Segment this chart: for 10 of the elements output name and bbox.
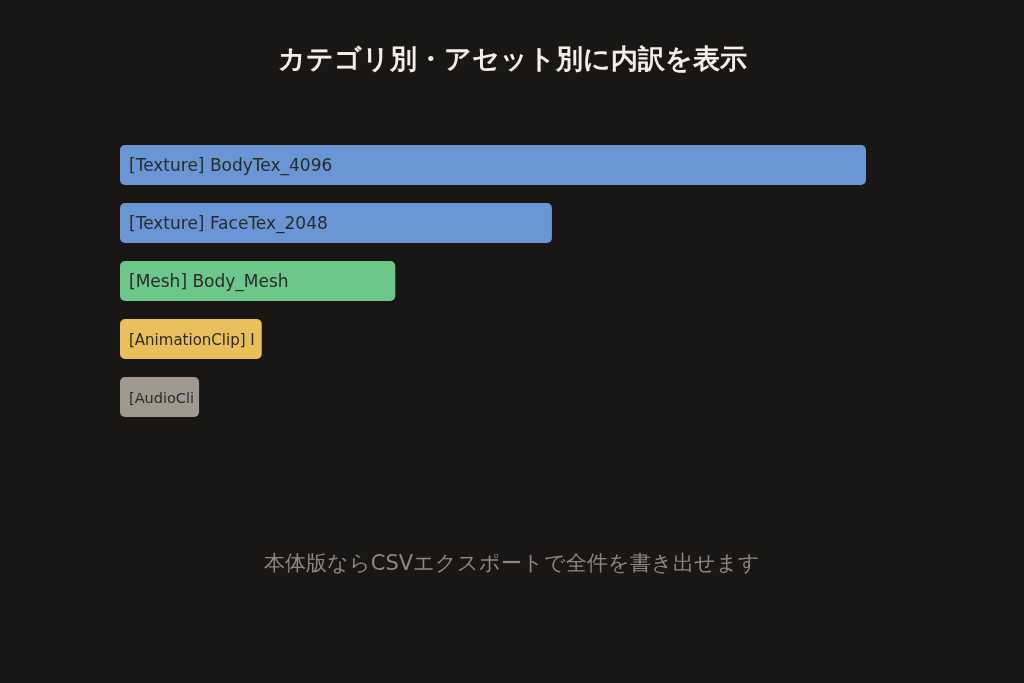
y-tick-label: [Texture] FaceTex_2048 (129, 213, 328, 234)
bar (120, 203, 552, 243)
y-tick-label: [AudioCli (129, 390, 195, 406)
bar (120, 145, 866, 185)
text: 本体版ならCSVエクスポートで全件を書き出せます (263, 551, 761, 575)
y-tick-label: [Texture] BodyTex_4096 (129, 155, 333, 176)
chart-title: カテゴリ別・アセット別に内訳を表示 (277, 43, 747, 74)
y-tick-label: [AnimationClip] I (129, 331, 255, 349)
bar (120, 261, 396, 301)
y-tick-label: [Mesh] Body_Mesh (129, 271, 289, 292)
